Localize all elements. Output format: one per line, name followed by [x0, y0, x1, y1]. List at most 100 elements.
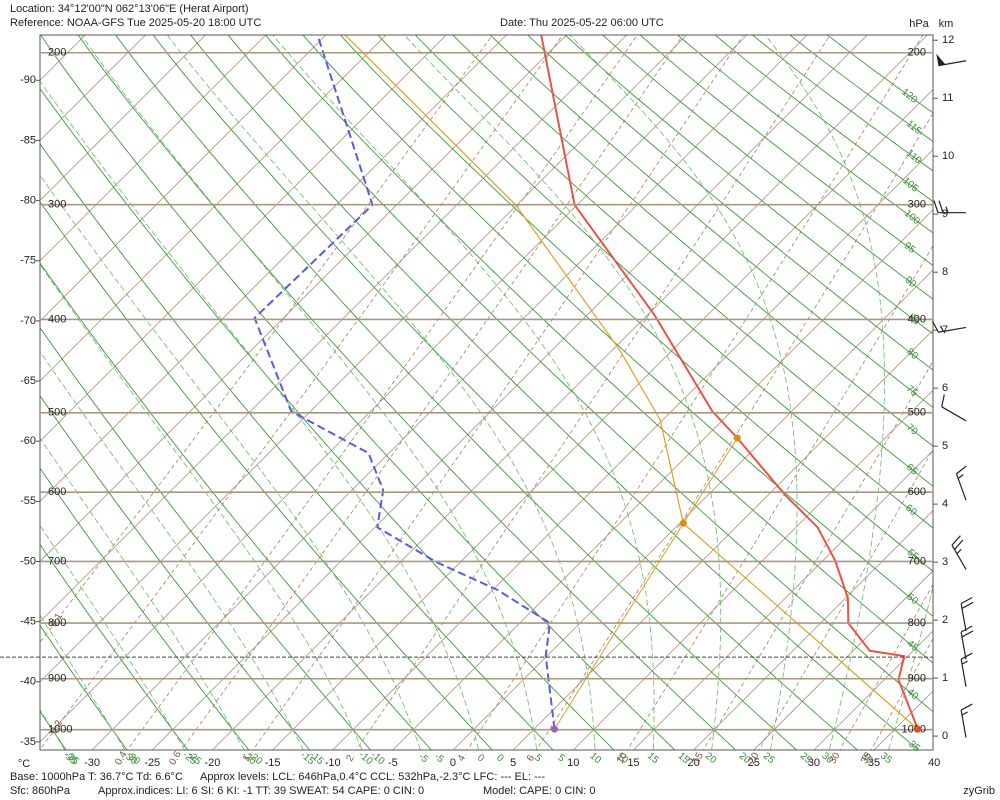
moist-adiabat	[569, 35, 798, 750]
moist-adiabat	[80, 35, 538, 750]
isotherm	[452, 269, 933, 750]
height-tick-label: 7	[942, 324, 948, 336]
x-tick-label: 10	[567, 757, 579, 769]
moist-adiabat	[40, 351, 304, 750]
dry-adiabat-label: 120	[899, 87, 919, 106]
moist-adiabat-label: 25	[761, 751, 777, 767]
barb-staff	[960, 703, 973, 738]
isotherm	[40, 35, 327, 322]
pressure-label-right: 900	[908, 673, 926, 685]
level-marker	[550, 725, 558, 733]
height-tick-label: 10	[942, 150, 954, 162]
wind-barb	[960, 703, 973, 738]
barb-staff	[931, 320, 967, 333]
mixing-ratio-label: 2	[345, 753, 358, 764]
wind-barb	[936, 53, 967, 67]
dry-adiabat	[601, 35, 933, 300]
dry-adiabat	[489, 35, 933, 408]
moist-adiabat	[166, 35, 596, 750]
height-tick-label: 0	[942, 730, 948, 742]
pressure-label-right: 800	[908, 617, 926, 629]
credit: zyGrib	[963, 785, 995, 797]
x-tick-label: 0	[450, 757, 456, 769]
isotherm	[633, 449, 933, 750]
dewpoint-curve	[253, 35, 556, 730]
dry-adiabat	[40, 35, 676, 750]
height-tick-label: 9	[942, 208, 948, 220]
dry-adiabat	[152, 35, 859, 750]
isotherm	[40, 35, 387, 382]
isotherm	[573, 389, 933, 750]
footer-surface: Sfc: 860hPa	[10, 785, 71, 797]
isotherm	[332, 149, 933, 750]
dry-adiabat-label: 45	[905, 638, 921, 654]
barb-staff	[951, 535, 967, 570]
dry-adiabat-label: 100	[902, 208, 922, 227]
height-tick-label: 12	[942, 34, 954, 46]
left-tick-label: -55	[20, 495, 36, 507]
dry-adiabat	[714, 35, 933, 203]
isotherm	[40, 35, 688, 683]
moist-adiabat	[764, 35, 885, 750]
isotherm	[40, 35, 267, 262]
isotherm	[40, 35, 627, 623]
isotherm	[40, 35, 507, 502]
mixing-ratio-line	[626, 244, 933, 750]
x-tick-label: 40	[928, 757, 940, 769]
height-tick-label: 1	[942, 672, 948, 684]
mixing-ratio-label: 15	[691, 750, 706, 766]
level-marker	[679, 519, 687, 527]
dry-adiabat	[40, 88, 615, 750]
dry-adiabat-label: 60	[903, 503, 919, 519]
mixing-ratio-label: 6	[525, 753, 538, 764]
mixing-ratio-line	[252, 35, 744, 750]
isotherm	[512, 329, 933, 750]
isotherm	[212, 35, 928, 750]
pressure-label-right: 700	[908, 555, 926, 567]
pressure-label-left: 700	[48, 555, 66, 567]
left-tick-label: -75	[20, 255, 36, 267]
moist-adiabat	[40, 614, 126, 750]
dry-adiabat-label: 50	[904, 592, 920, 608]
moist-adiabat	[40, 524, 186, 750]
left-tick-label: -90	[20, 74, 36, 86]
height-tick-label: 5	[942, 440, 948, 452]
dry-adiabat-label: 70	[904, 422, 920, 438]
ccl-line	[682, 437, 738, 524]
isotherm	[272, 88, 933, 750]
moist-adiabat-label: 10	[587, 751, 603, 767]
isotherm	[392, 209, 933, 750]
moist-adiabat	[40, 437, 245, 750]
dry-adiabat-label: 95	[902, 240, 918, 256]
mixing-ratio-line	[126, 35, 638, 750]
wind-barb	[931, 320, 967, 333]
moist-adiabat-label: 15	[645, 751, 661, 767]
height-tick-label: 11	[942, 92, 953, 104]
dry-adiabat	[826, 35, 933, 114]
left-tick-label: -80	[20, 194, 36, 206]
isotherm	[753, 570, 933, 750]
dry-adiabat	[190, 35, 919, 750]
barb-staff	[960, 596, 974, 632]
dry-adiabat	[339, 35, 933, 572]
footer-base: Base: 1000hPa T: 36.7°C Td: 6.6°C	[10, 771, 183, 783]
isotherm	[40, 35, 206, 202]
barb-staff	[938, 60, 967, 67]
dry-adiabat	[40, 327, 372, 750]
mixing-ratio-line	[702, 360, 933, 750]
dry-adiabat	[40, 543, 189, 750]
height-tick-label: 4	[942, 498, 948, 510]
mixing-ratio-line	[535, 112, 933, 750]
moist-adiabat	[888, 585, 933, 750]
mixing-ratio-line	[40, 35, 493, 643]
barb-pennant	[936, 53, 946, 66]
mixing-ratio-line	[466, 35, 924, 750]
pressure-label-right: 200	[908, 47, 926, 59]
mixing-ratio-line	[839, 583, 933, 750]
height-tick-label: 3	[942, 556, 948, 568]
wind-barb	[951, 535, 967, 570]
moist-adiabat-label: 5	[532, 752, 544, 764]
height-tick-label: 2	[942, 614, 948, 626]
